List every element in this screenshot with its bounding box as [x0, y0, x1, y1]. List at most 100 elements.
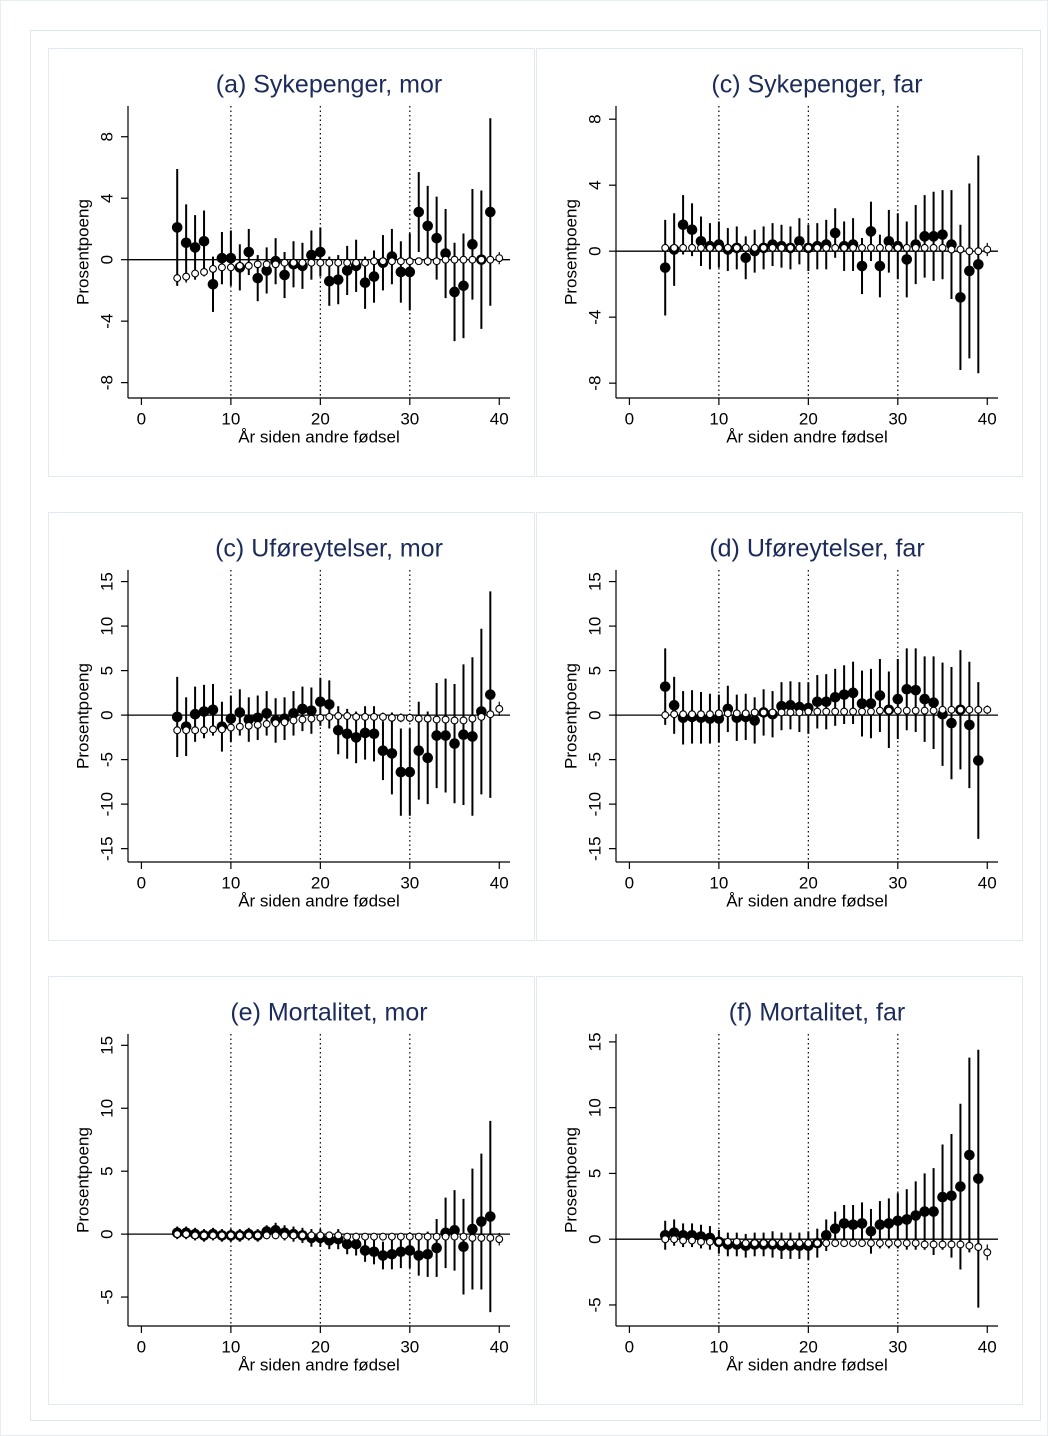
- point-hollow: [334, 712, 343, 720]
- point-hollow: [884, 243, 893, 252]
- point-hollow: [714, 709, 723, 718]
- point-hollow: [173, 726, 182, 735]
- x-tick-label: 10: [221, 1337, 240, 1356]
- point-hollow: [459, 1232, 468, 1241]
- point-hollow: [670, 710, 679, 719]
- point-hollow: [182, 1230, 191, 1239]
- point-hollow: [679, 710, 688, 719]
- point-hollow: [858, 707, 866, 716]
- point-hollow: [253, 720, 262, 729]
- point-hollow: [768, 243, 777, 252]
- point-hollow: [495, 704, 504, 713]
- point: [422, 752, 433, 764]
- point-hollow: [459, 716, 468, 725]
- y-axis-label: Prosentpoeng: [561, 663, 580, 769]
- point-hollow: [983, 705, 992, 714]
- y-tick-label: 0: [585, 246, 604, 255]
- point-hollow: [405, 257, 414, 266]
- point: [856, 698, 868, 709]
- x-tick-label: 30: [400, 409, 419, 428]
- point: [171, 222, 183, 233]
- point-hollow: [495, 1235, 504, 1244]
- point-hollow: [920, 706, 929, 715]
- point: [820, 1229, 832, 1241]
- x-tick-label: 20: [311, 409, 330, 428]
- x-axis-label: År siden andre fødsel: [238, 1355, 400, 1374]
- point: [180, 237, 192, 249]
- point: [341, 1238, 353, 1250]
- y-tick-label: -4: [585, 310, 604, 325]
- point-hollow: [441, 255, 450, 264]
- point: [306, 705, 317, 716]
- point-hollow: [714, 243, 723, 252]
- point: [404, 1245, 416, 1256]
- x-tick-label: 10: [709, 409, 728, 428]
- point-hollow: [822, 243, 831, 252]
- point-hollow: [191, 726, 200, 735]
- point: [829, 1223, 841, 1234]
- y-tick-label: 10: [585, 1098, 604, 1117]
- y-tick-label: 15: [97, 1036, 116, 1055]
- x-tick-label: 0: [137, 1337, 146, 1356]
- x-tick-label: 40: [978, 873, 997, 892]
- point-hollow: [795, 708, 804, 717]
- point: [865, 698, 877, 709]
- point: [395, 1246, 407, 1258]
- point: [892, 693, 904, 705]
- point-hollow: [361, 1232, 370, 1241]
- point-hollow: [911, 706, 920, 715]
- point-hollow: [875, 1239, 884, 1248]
- point: [659, 681, 671, 692]
- point: [198, 235, 210, 247]
- point: [740, 252, 752, 264]
- point-hollow: [361, 712, 370, 721]
- point-hollow: [262, 1231, 271, 1240]
- point-hollow: [705, 243, 714, 252]
- point-hollow: [316, 713, 325, 722]
- point-hollow: [253, 1231, 262, 1240]
- point: [422, 220, 433, 232]
- point-hollow: [307, 1231, 316, 1240]
- x-tick-label: 0: [625, 1337, 634, 1356]
- point: [874, 690, 886, 701]
- point-hollow: [741, 1239, 750, 1248]
- x-axis-label: År siden andre fødsel: [238, 427, 400, 446]
- point: [413, 206, 425, 218]
- point: [901, 683, 913, 695]
- point: [359, 1245, 371, 1256]
- point-hollow: [974, 705, 983, 714]
- point: [829, 227, 841, 239]
- point: [883, 235, 895, 247]
- x-tick-label: 10: [221, 873, 240, 892]
- y-tick-label: -4: [97, 314, 116, 329]
- point-hollow: [459, 255, 468, 264]
- point: [449, 1225, 460, 1236]
- point: [386, 1248, 398, 1260]
- point: [261, 265, 272, 276]
- point-hollow: [396, 257, 405, 266]
- point-hollow: [387, 713, 396, 722]
- point-hollow: [441, 1232, 450, 1241]
- point-hollow: [262, 260, 271, 269]
- panel-title: (c) Sykepenger, far: [711, 71, 922, 99]
- point: [306, 249, 317, 261]
- point: [829, 692, 841, 703]
- point-hollow: [226, 1231, 235, 1240]
- point: [422, 1248, 433, 1260]
- point: [216, 252, 228, 264]
- point-hollow: [477, 1233, 486, 1242]
- x-axis-label: År siden andre fødsel: [726, 427, 888, 446]
- point-hollow: [759, 1239, 768, 1248]
- x-tick-label: 0: [625, 409, 634, 428]
- point-hollow: [661, 1235, 670, 1244]
- point: [189, 242, 201, 253]
- point: [332, 724, 344, 736]
- x-tick-label: 40: [978, 409, 997, 428]
- point-hollow: [217, 725, 226, 734]
- y-tick-label: -15: [585, 836, 604, 861]
- y-tick-label: -5: [97, 752, 116, 767]
- point-hollow: [795, 243, 804, 252]
- point: [198, 706, 210, 717]
- point: [368, 1246, 380, 1258]
- point-hollow: [759, 708, 768, 717]
